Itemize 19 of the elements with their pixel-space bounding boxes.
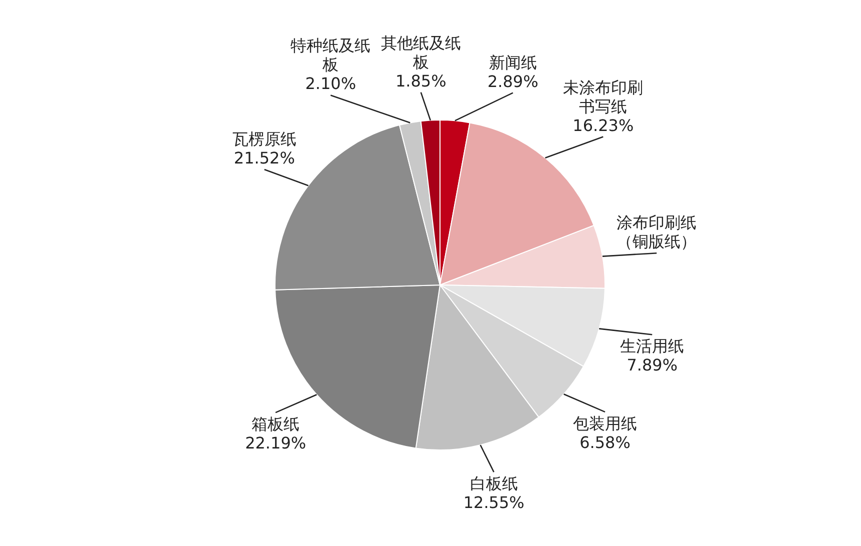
data-label: 7.89% xyxy=(626,356,678,375)
slice-label: 特种纸及纸板 xyxy=(290,36,371,74)
data-label: 22.19% xyxy=(245,434,306,453)
slice-label: 箱板纸 xyxy=(252,414,300,434)
slice-label: 其他纸及纸板 xyxy=(380,33,461,72)
data-label: 1.85% xyxy=(395,71,446,90)
data-label: 12.55% xyxy=(463,493,524,512)
slice-label: 生活用纸 xyxy=(620,336,684,356)
data-label: 21.52% xyxy=(234,148,295,168)
slice-label: 未涂布印刷书写纸 xyxy=(563,78,644,116)
data-label: 2.10% xyxy=(305,74,356,94)
data-label: 6.58% xyxy=(580,432,630,452)
slice-label: 包装用纸 xyxy=(573,414,638,433)
data-label: 2.89% xyxy=(487,72,538,91)
data-label: 16.23% xyxy=(572,116,634,135)
slice-label: 涂布印刷纸（铜版纸） xyxy=(616,213,697,252)
slice-label: 新闻纸 xyxy=(488,52,537,72)
slice-label: 瓦楞原纸 xyxy=(232,130,296,149)
slice-label: 白板纸 xyxy=(470,474,518,494)
